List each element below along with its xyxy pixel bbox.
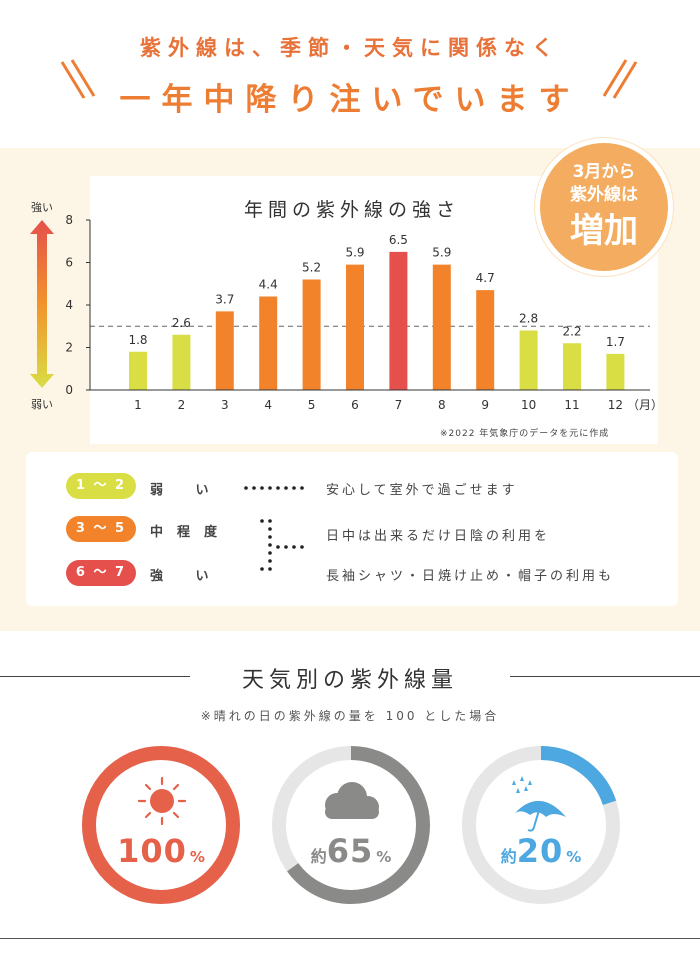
bar-value-label: 2.8 [519,312,538,326]
bar-value-label: 6.5 [389,233,408,247]
ring-arc-rainy [462,746,620,904]
legend-desc-strong: 長袖シャツ・日焼け止め・帽子の利用も [326,569,615,584]
legend-level-strong: 強 い [150,569,223,584]
bar-value-label: 5.9 [345,246,364,260]
bar-month-7 [389,251,408,390]
y-tick-label: 0 [65,383,73,397]
umbrella-rain-icon [512,776,566,832]
ring-label-rainy: 約20% [460,832,622,870]
bar-value-label: 4.7 [476,271,495,285]
x-tick-label: 2 [178,398,186,412]
legend-range-mid: 3 ～ 5 [66,516,136,542]
x-tick-label: 3 [221,398,229,412]
bar-month-10 [519,330,538,390]
bar-month-1 [129,351,147,390]
x-tick-label: 6 [351,398,359,412]
x-tick-label: 5 [308,398,316,412]
ring-arc-sunny [82,746,240,904]
x-unit-label: （月） [627,398,663,412]
bar-month-8 [432,264,451,390]
legend-range-weak: 1 ～ 2 [66,473,136,499]
strength-arrow-icon [30,220,54,388]
legend-connector-dots [244,486,304,571]
chart-title: 年間の紫外線の強さ [244,199,460,221]
bar-month-9 [476,290,495,390]
ring-prefix-rainy: 約 [500,847,517,866]
decorative-lines-left-icon [60,59,96,99]
bar-month-3 [215,311,234,390]
bar-month-11 [563,343,581,390]
y-tick-label: 2 [65,341,73,355]
ring-value-cloudy: 65 [326,832,374,870]
x-tick-label: 12 [608,398,623,412]
weather-section-note: ※晴れの日の紫外線の量を 100 とした場合 [200,709,500,723]
bar-month-5 [302,279,321,390]
ring-value-sunny: 100 [117,832,187,870]
legend-level-weak: 弱 い [150,483,223,498]
ring-unit-rainy: % [566,848,582,866]
x-tick-label: 10 [521,398,536,412]
legend-level-mid: 中程度 [150,525,232,540]
ring-label-cloudy: 約65% [270,832,432,870]
header-line2: 一年中降り注いでいます [119,82,581,118]
uv-bar-chart: 年間の紫外線の強さ 強い 弱い 0 2 4 6 8 1.8 1 2.6 2 3.7 3 4.4 4 5.… [30,199,663,412]
bar-value-label: 1.8 [128,333,147,347]
badge-line3: 増加 [570,211,638,251]
bar-value-label: 3.7 [215,292,234,306]
ring-value-rainy: 20 [516,832,564,870]
bar-value-label: 5.2 [302,261,321,275]
ring-unit-sunny: % [189,848,205,866]
legend-desc-mid: 日中は出来るだけ日陰の利用を [326,529,551,544]
legend-range-strong: 6 ～ 7 [66,560,136,586]
decorative-lines-right-icon [602,59,638,99]
bottom-divider [0,938,700,939]
x-tick-label: 4 [264,398,272,412]
sun-icon [137,776,187,826]
bar-value-label: 5.9 [432,246,451,260]
ring-prefix-cloudy: 約 [310,847,327,866]
header-line1: 紫外線は、季節・天気に関係なく [140,36,560,60]
cloud-icon [325,782,379,819]
bar-value-label: 2.6 [172,316,191,330]
y-tick-label: 4 [65,298,73,312]
x-tick-label: 1 [134,398,142,412]
ring-label-sunny: 100% [80,832,242,870]
y-tick-label: 6 [65,256,73,270]
ring-unit-cloudy: % [376,848,392,866]
y-tick-label: 8 [65,213,73,227]
x-tick-label: 9 [481,398,489,412]
badge-line1: 3月から [572,162,636,182]
section-divider-left [0,676,190,677]
bar-month-4 [259,296,278,390]
axis-bottom-label: 弱い [31,398,53,411]
section-divider-right [510,676,700,677]
weather-section-title: 天気別の紫外線量 [241,668,458,693]
bar-month-12 [606,353,625,390]
legend-desc-weak: 安心して室外で過ごせます [326,483,518,498]
source-note: ※2022 年気象庁のデータを元に作成 [440,429,610,439]
bar-month-2 [172,334,191,390]
bar-value-label: 2.2 [562,324,581,338]
bar-month-6 [346,264,364,390]
x-tick-label: 7 [395,398,403,412]
bar-value-label: 1.7 [606,335,625,349]
x-tick-label: 8 [438,398,446,412]
ring-arc-cloudy [272,746,430,904]
badge-line2: 紫外線は [570,185,638,205]
axis-top-label: 強い [31,201,53,214]
bar-value-label: 4.4 [259,278,278,292]
weather-rings [82,746,620,904]
x-tick-label: 11 [564,398,579,412]
increase-badge: 3月から 紫外線は 増加 [535,138,673,276]
